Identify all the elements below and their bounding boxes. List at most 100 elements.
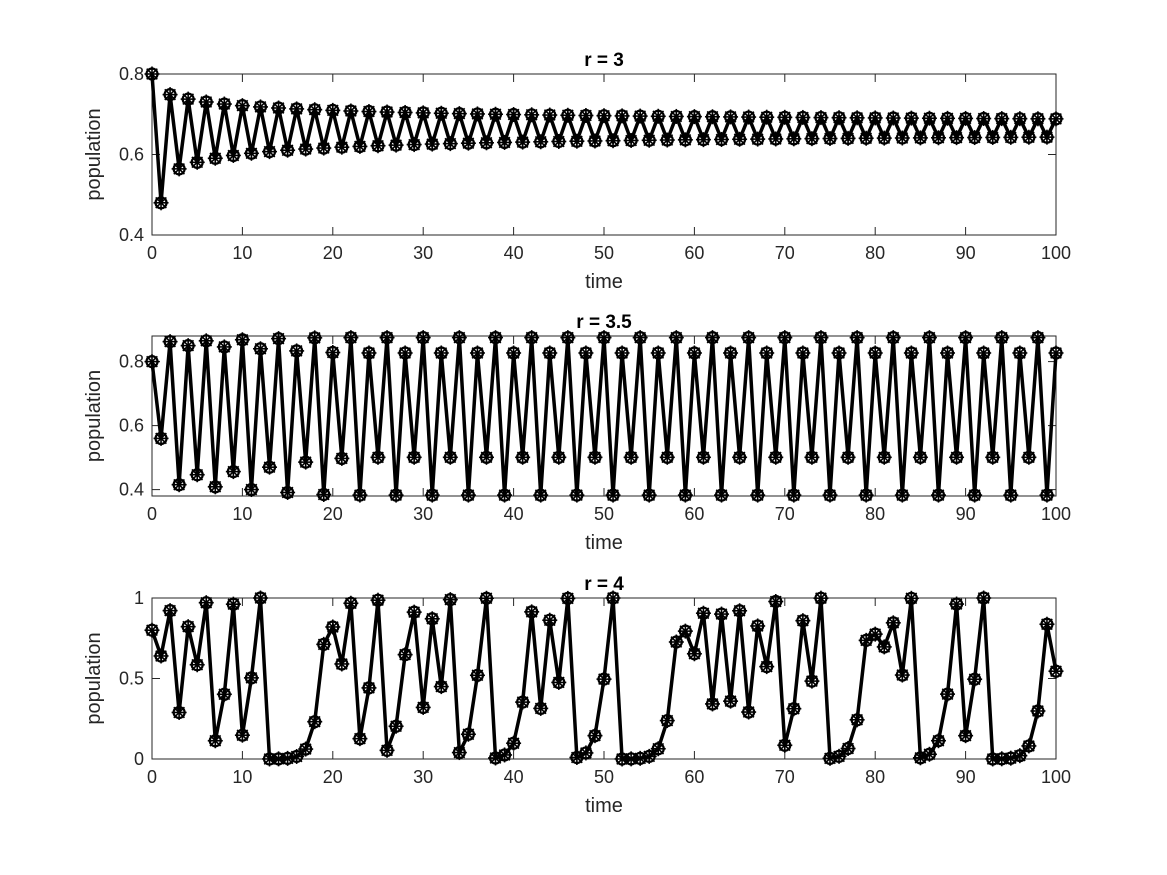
subplot-r3-5-data-point (976, 345, 992, 361)
subplot-r3-5-data-point (912, 449, 928, 465)
subplot-r3-data-point (262, 144, 278, 160)
subplot-r3-5-ytick-label: 0.4 (119, 480, 144, 500)
subplot-r3-5-data-point (849, 330, 865, 346)
subplot-r3-5-data-point (343, 330, 359, 346)
subplot-r3-5-data-point (840, 449, 856, 465)
subplot-r3-data-point (388, 137, 404, 153)
subplot-r3-5-data-point (894, 487, 910, 503)
subplot-r3-5-data-point (750, 487, 766, 503)
subplot-r3-5-data-point (234, 332, 250, 348)
subplot-r3-5-xtick-label: 20 (323, 504, 343, 524)
subplot-r4-data-point (451, 745, 467, 761)
subplot-r3-data-point (442, 136, 458, 152)
subplot-r4-data-point (433, 679, 449, 695)
subplot-r3-5-data-point (741, 330, 757, 346)
subplot-r3-5-data-point (587, 449, 603, 465)
subplot-r3-5-data-point (641, 487, 657, 503)
subplot-r4-data-point (307, 714, 323, 730)
subplot-r3-5-data-point (207, 479, 223, 495)
subplot-r3-ylabel: population (83, 108, 105, 200)
subplot-r3-data-point (940, 110, 956, 126)
subplot-r3-5-data-point (289, 343, 305, 359)
subplot-r3-5-xtick-label: 60 (684, 504, 704, 524)
subplot-r3-data-point (406, 137, 422, 153)
subplot-r3-data-point (171, 161, 187, 177)
subplot-r3: 0 10 20 30 40 50 60 70 80 90 100 0.4 0.6 0.8 r = 3 time… (83, 50, 1071, 293)
subplot-r4-data-point (325, 619, 341, 635)
subplot-r4-ytick-label: 1 (134, 588, 144, 608)
subplot-r4-data-point (759, 659, 775, 675)
subplot-r3-5-xtick-label: 50 (594, 504, 614, 524)
subplot-r3-data-point (352, 138, 368, 154)
subplot-r3-data-point (298, 141, 314, 157)
subplot-r3-data-point (596, 108, 612, 124)
subplot-r3-data-point (668, 108, 684, 124)
subplot-r4-data-point (967, 671, 983, 687)
subplot-r4-data-point (587, 728, 603, 744)
subplot-r3-data-point (741, 109, 757, 125)
subplot-r4-data-point (840, 741, 856, 757)
subplot-r3-data-point (289, 101, 305, 117)
subplot-r4-data-point (867, 626, 883, 642)
subplot-r3-data-point (542, 107, 558, 123)
subplot-r4-data-point (1021, 738, 1037, 754)
subplot-r4-data-point (777, 737, 793, 753)
subplot-r3-5-data-point (162, 334, 178, 350)
subplot-r3-xtick-label: 60 (684, 243, 704, 263)
subplot-r3-data-point (831, 110, 847, 126)
subplot-r3-data-point (967, 130, 983, 146)
subplot-r3-5-data-point (189, 467, 205, 483)
subplot-r4-data-point (144, 622, 160, 638)
subplot-r3-ytick-label: 0.6 (119, 145, 144, 165)
subplot-r3-data-point (894, 130, 910, 146)
subplot-r3-data-point (243, 145, 259, 161)
subplot-r4-xtick-label: 30 (413, 767, 433, 787)
subplot-r3-5-data-point (921, 330, 937, 346)
subplot-r3-xlabel: time (585, 271, 623, 293)
subplot-r3-data-point (560, 107, 576, 123)
subplot-r4-data-point (289, 748, 305, 764)
subplot-r3-data-point (714, 131, 730, 147)
subplot-r3-data-point (994, 111, 1010, 127)
subplot-r4-data-point (406, 604, 422, 620)
subplot-r3-data-point (524, 107, 540, 123)
subplot-r3-data-point (768, 131, 784, 147)
subplot-r4-data-point (958, 728, 974, 744)
subplot-r4: 0 10 20 30 40 50 60 70 80 90 100 0 0.5 1 r = 4 time popu… (83, 574, 1071, 817)
subplot-r3-xtick-label: 70 (775, 243, 795, 263)
subplot-r4-data-point (497, 747, 513, 763)
subplot-r4-data-point (397, 647, 413, 663)
subplot-r3-5-data-point (316, 487, 332, 503)
subplot-r4-data-point (578, 745, 594, 761)
subplot-r3-5-ytick-label: 0.6 (119, 416, 144, 436)
subplot-r3-5-data-point (822, 487, 838, 503)
subplot-r3-5-data-point (497, 487, 513, 503)
subplot-r4-data-point (949, 596, 965, 612)
subplot-r3-5-xtick-label: 30 (413, 504, 433, 524)
subplot-r3-5-data-point (361, 345, 377, 361)
subplot-r3-5-data-point (524, 330, 540, 346)
subplot-r4-data-point (976, 590, 992, 606)
subplot-r3-data-point (930, 130, 946, 146)
subplot-r3-data-point (695, 132, 711, 148)
subplot-r3-5-data-point (1048, 345, 1064, 361)
subplot-r3-data-point (488, 106, 504, 122)
subplot-r4-data-point (695, 605, 711, 621)
subplot-r3-data-point (1021, 129, 1037, 145)
subplot-r3-5-data-point (388, 487, 404, 503)
subplot-r3-data-point (451, 106, 467, 122)
subplot-r4-data-point (415, 699, 431, 715)
subplot-r4-title: r = 4 (584, 574, 624, 595)
subplot-r3-data-point (551, 133, 567, 149)
subplot-r3-data-point (623, 132, 639, 148)
subplot-r3-data-point (804, 131, 820, 147)
subplot-r3-5-data-point (786, 487, 802, 503)
subplot-r4-data-point (1030, 703, 1046, 719)
subplot-r4-xtick-label: 40 (504, 767, 524, 787)
subplot-r4-data-point (316, 636, 332, 652)
subplot-r3-xtick-label: 50 (594, 243, 614, 263)
subplot-r4-xtick-label: 20 (323, 767, 343, 787)
subplot-r4-data-point (478, 590, 494, 606)
subplot-r3-5-data-point (1012, 345, 1028, 361)
subplot-r3-5-data-point (307, 330, 323, 346)
